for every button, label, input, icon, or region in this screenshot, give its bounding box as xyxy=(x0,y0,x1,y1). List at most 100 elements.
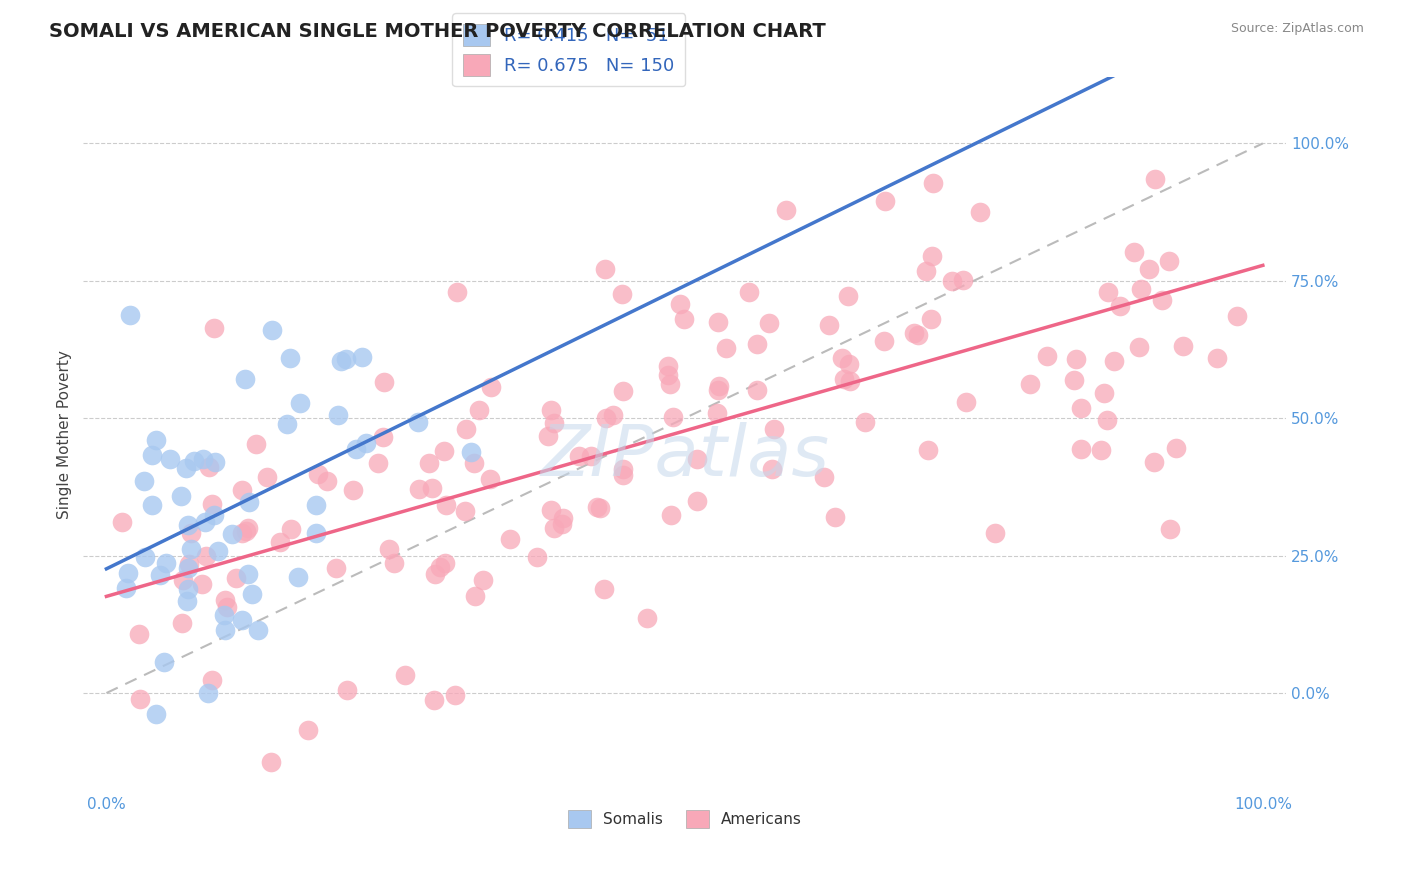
Point xyxy=(612,468,634,483)
Point xyxy=(117,566,139,581)
Point xyxy=(194,549,217,563)
Point xyxy=(1097,285,1119,300)
Point xyxy=(463,456,485,470)
Point xyxy=(453,504,475,518)
Point xyxy=(422,693,444,707)
Point xyxy=(1128,340,1150,354)
Point xyxy=(1164,442,1187,456)
Point xyxy=(659,508,682,522)
Point xyxy=(553,510,575,524)
Point xyxy=(1143,455,1166,469)
Point xyxy=(1090,443,1112,458)
Point xyxy=(853,415,876,429)
Point xyxy=(831,351,853,365)
Point xyxy=(190,577,212,591)
Point xyxy=(408,482,430,496)
Point xyxy=(824,510,846,524)
Point xyxy=(128,627,150,641)
Point xyxy=(984,525,1007,540)
Point xyxy=(873,194,896,209)
Point xyxy=(297,723,319,737)
Point xyxy=(707,316,730,330)
Point xyxy=(433,444,456,458)
Point xyxy=(686,494,709,508)
Point xyxy=(602,409,624,423)
Point xyxy=(290,396,312,410)
Point xyxy=(526,550,548,565)
Point xyxy=(612,287,634,301)
Point xyxy=(669,297,692,311)
Point xyxy=(233,371,256,385)
Point xyxy=(423,567,446,582)
Point xyxy=(1070,401,1092,416)
Point xyxy=(969,205,991,219)
Point xyxy=(464,589,486,603)
Point xyxy=(173,574,195,588)
Point xyxy=(955,394,977,409)
Point xyxy=(214,623,236,637)
Point xyxy=(1019,377,1042,392)
Point xyxy=(145,434,167,448)
Point xyxy=(204,455,226,469)
Point xyxy=(761,461,783,475)
Point xyxy=(612,384,634,399)
Point xyxy=(758,317,780,331)
Point xyxy=(235,524,257,538)
Point xyxy=(706,406,728,420)
Point xyxy=(177,558,200,572)
Point xyxy=(1159,522,1181,536)
Point xyxy=(342,483,364,497)
Point xyxy=(543,417,565,431)
Point xyxy=(672,311,695,326)
Point xyxy=(1108,299,1130,313)
Point xyxy=(180,526,202,541)
Point xyxy=(238,495,260,509)
Point xyxy=(231,613,253,627)
Point xyxy=(593,262,616,277)
Point xyxy=(592,582,614,596)
Point xyxy=(468,403,491,417)
Point xyxy=(420,481,443,495)
Point xyxy=(350,350,373,364)
Point xyxy=(280,522,302,536)
Point xyxy=(202,508,225,522)
Point xyxy=(231,483,253,497)
Point xyxy=(134,475,156,489)
Point xyxy=(191,452,214,467)
Point xyxy=(434,557,457,571)
Point xyxy=(149,567,172,582)
Legend: Somalis, Americans: Somalis, Americans xyxy=(561,804,807,834)
Point xyxy=(1144,171,1167,186)
Point xyxy=(568,449,591,463)
Point xyxy=(832,372,855,386)
Point xyxy=(907,328,929,343)
Point xyxy=(837,288,859,302)
Point xyxy=(325,561,347,575)
Point xyxy=(238,566,260,581)
Point xyxy=(813,469,835,483)
Point xyxy=(214,607,236,622)
Point xyxy=(207,544,229,558)
Point xyxy=(1135,48,1157,62)
Point xyxy=(201,673,224,687)
Y-axis label: Single Mother Poverty: Single Mother Poverty xyxy=(58,351,72,519)
Point xyxy=(456,422,478,436)
Point xyxy=(418,456,440,470)
Point xyxy=(612,462,634,476)
Point xyxy=(838,374,860,388)
Point xyxy=(256,469,278,483)
Point xyxy=(276,417,298,431)
Point xyxy=(914,264,936,278)
Point xyxy=(941,274,963,288)
Point xyxy=(152,655,174,669)
Point xyxy=(326,408,349,422)
Point xyxy=(1137,261,1160,276)
Point xyxy=(240,586,263,600)
Point xyxy=(657,359,679,374)
Point xyxy=(170,615,193,630)
Point xyxy=(406,415,429,429)
Point xyxy=(394,668,416,682)
Point xyxy=(169,489,191,503)
Point xyxy=(1226,310,1249,324)
Point xyxy=(903,326,925,340)
